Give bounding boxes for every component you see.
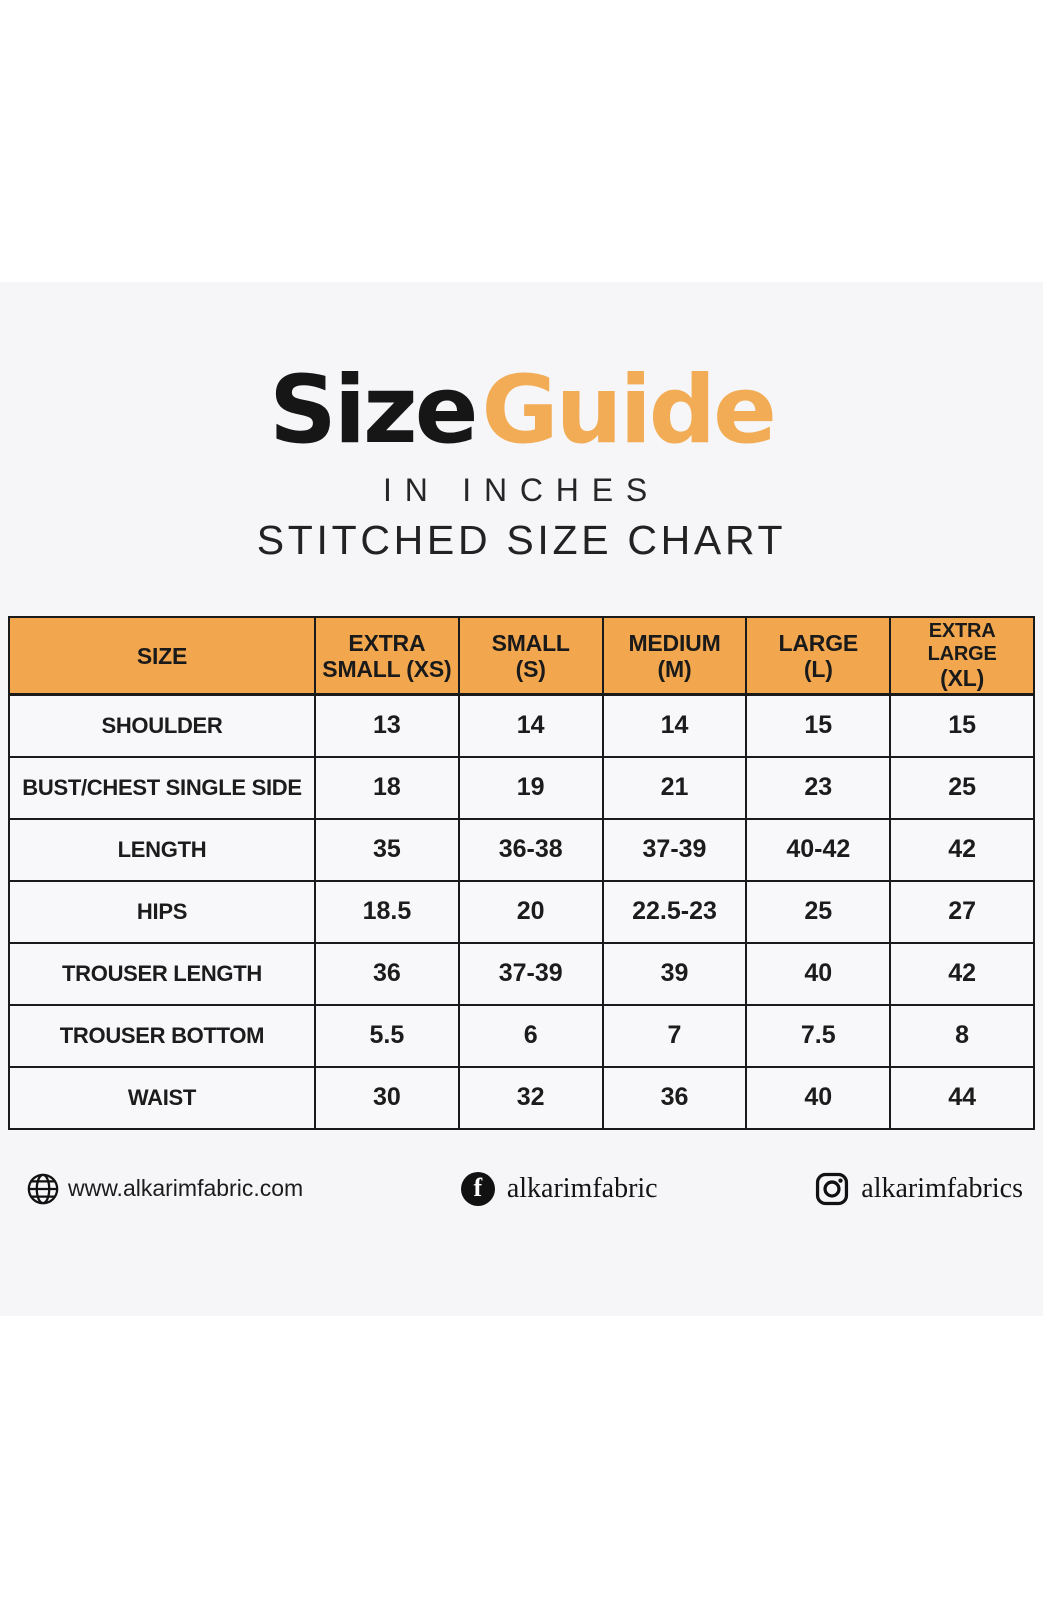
measurement-cell: 19: [457, 755, 604, 820]
measurement-cell: 18.5: [314, 879, 460, 944]
column-header: SIZE: [8, 616, 316, 697]
row-label: TROUSER LENGTH: [8, 941, 316, 1006]
measurement-cell: 32: [457, 1065, 604, 1130]
page-title: SizeGuide: [0, 364, 1043, 458]
measurement-cell: 42: [889, 817, 1035, 882]
measurement-cell: 5.5: [314, 1003, 460, 1068]
column-header: MEDIUM (M): [601, 616, 748, 697]
measurement-cell: 25: [889, 755, 1035, 820]
column-header: SMALL (S): [457, 616, 604, 697]
measurement-cell: 36: [314, 941, 460, 1006]
measurement-cell: 42: [889, 941, 1035, 1006]
measurement-cell: 23: [745, 755, 892, 820]
measurement-cell: 21: [601, 755, 748, 820]
row-label: LENGTH: [8, 817, 316, 882]
table-row: SHOULDER 13 14 14 15 15: [8, 693, 1035, 758]
footer: www.alkarimfabric.com f alkarimfabric al…: [26, 1171, 1023, 1206]
size-guide-card: SizeGuide IN INCHES STITCHED SIZE CHART …: [0, 282, 1043, 1316]
table-row: HIPS 18.5 20 22.5-23 25 27: [8, 879, 1035, 944]
table-row: TROUSER BOTTOM 5.5 6 7 7.5 8: [8, 1003, 1035, 1068]
row-label: SHOULDER: [8, 693, 316, 758]
measurement-cell: 40-42: [745, 817, 892, 882]
measurement-cell: 7.5: [745, 1003, 892, 1068]
measurement-cell: 27: [889, 879, 1035, 944]
table-row: TROUSER LENGTH 36 37-39 39 40 42: [8, 941, 1035, 1006]
measurement-cell: 14: [457, 693, 604, 758]
website-label: www.alkarimfabric.com: [68, 1175, 304, 1202]
measurement-cell: 37-39: [457, 941, 604, 1006]
title-word-size: Size: [269, 356, 478, 465]
measurement-cell: 14: [601, 693, 748, 758]
facebook-icon: f: [460, 1171, 495, 1206]
table-row: WAIST 30 32 36 40 44: [8, 1065, 1035, 1130]
title-block: SizeGuide IN INCHES STITCHED SIZE CHART: [0, 282, 1043, 564]
measurement-cell: 22.5-23: [601, 879, 748, 944]
measurement-cell: 40: [745, 941, 892, 1006]
measurement-cell: 20: [457, 879, 604, 944]
header-row: SIZE EXTRA SMALL (XS) SMALL (S) MEDIUM (M) LARG…: [8, 616, 1035, 697]
instagram-icon: [815, 1172, 849, 1206]
subtitle-in-inches: IN INCHES: [383, 472, 660, 508]
measurement-cell: 13: [314, 693, 460, 758]
size-chart-header: SIZE EXTRA SMALL (XS) SMALL (S) MEDIUM (M) LARG…: [8, 616, 1035, 697]
table-row: LENGTH 35 36-38 37-39 40-42 42: [8, 817, 1035, 882]
measurement-cell: 30: [314, 1065, 460, 1130]
measurement-cell: 25: [745, 879, 892, 944]
website-link[interactable]: www.alkarimfabric.com: [26, 1172, 303, 1206]
measurement-cell: 8: [889, 1003, 1035, 1068]
measurement-cell: 6: [457, 1003, 604, 1068]
globe-icon: [26, 1172, 60, 1206]
measurement-cell: 37-39: [601, 817, 748, 882]
measurement-cell: 44: [889, 1065, 1035, 1130]
measurement-cell: 18: [314, 755, 460, 820]
measurement-cell: 7: [601, 1003, 748, 1068]
measurement-cell: 15: [745, 693, 892, 758]
measurement-cell: 15: [889, 693, 1035, 758]
instagram-link[interactable]: alkarimfabrics: [815, 1172, 1023, 1206]
measurement-cell: 39: [601, 941, 748, 1006]
row-label: HIPS: [8, 879, 316, 944]
table-row: BUST/CHEST SINGLE SIDE 18 19 21 23 25: [8, 755, 1035, 820]
row-label: BUST/CHEST SINGLE SIDE: [8, 755, 316, 820]
subtitle-stitched-size-chart: STITCHED SIZE CHART: [256, 517, 787, 563]
measurement-cell: 35: [314, 817, 460, 882]
facebook-link[interactable]: f alkarimfabric: [460, 1171, 658, 1206]
measurement-cell: 40: [745, 1065, 892, 1130]
column-header: EXTRA SMALL (XS): [314, 616, 460, 697]
size-chart-body: SHOULDER 13 14 14 15 15 BUST/CHEST SINGLE SIDE…: [8, 693, 1035, 1130]
measurement-cell: 36-38: [457, 817, 604, 882]
row-label: TROUSER BOTTOM: [8, 1003, 316, 1068]
facebook-label: alkarimfabric: [506, 1172, 658, 1204]
measurement-cell: 36: [601, 1065, 748, 1130]
column-header: EXTRA LARGE (XL): [889, 616, 1035, 697]
title-word-guide: Guide: [481, 356, 777, 465]
instagram-label: alkarimfabrics: [861, 1172, 1023, 1204]
size-chart-table: SIZE EXTRA SMALL (XS) SMALL (S) MEDIUM (M) LARG…: [8, 616, 1035, 1130]
column-header: LARGE (L): [745, 616, 892, 697]
row-label: WAIST: [8, 1065, 316, 1130]
